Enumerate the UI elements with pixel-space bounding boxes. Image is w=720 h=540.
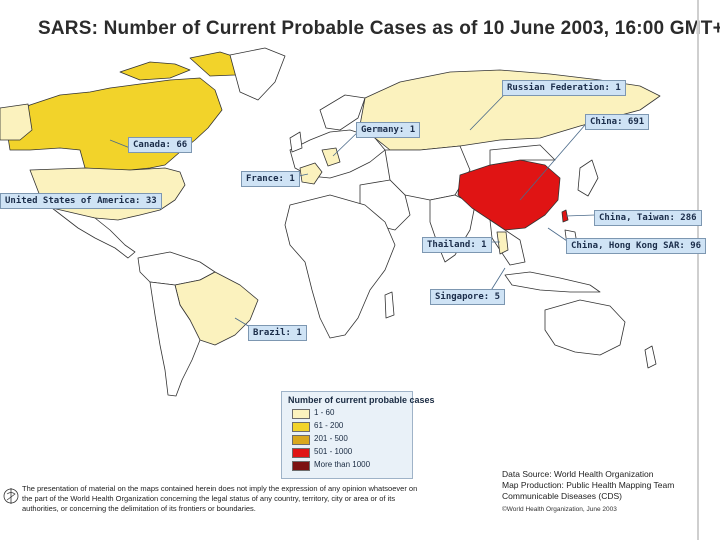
scandinavia-region xyxy=(319,94,366,131)
leader-taiwan xyxy=(565,214,596,217)
legend-title: Number of current probable cases xyxy=(288,395,435,405)
greenland-region xyxy=(229,47,286,101)
leader-germany xyxy=(332,129,361,157)
callout-russia: Russian Federation: 1 xyxy=(502,80,626,96)
who-emblem xyxy=(3,488,19,504)
callout-taiwan: China, Taiwan: 286 xyxy=(594,210,702,226)
arctic-islands xyxy=(119,61,191,81)
uk-region xyxy=(289,131,303,153)
legend-label: 201 - 500 xyxy=(314,434,348,443)
thailand-region xyxy=(496,231,509,255)
australia-region xyxy=(544,299,626,356)
france-region xyxy=(299,162,323,185)
madagascar-region xyxy=(384,291,395,319)
mongolia-region xyxy=(489,144,556,166)
leader-china xyxy=(519,124,586,201)
map-legend: Number of current probable cases 1 - 60 … xyxy=(281,391,435,479)
source-line-3: Communicable Diseases (CDS) xyxy=(502,491,622,501)
japan-region xyxy=(577,159,599,197)
callout-thailand: Thailand: 1 xyxy=(422,237,492,253)
disclaimer-text: The presentation of material on the maps… xyxy=(22,484,418,513)
callout-canada: Canada: 66 xyxy=(128,137,193,153)
new-zealand-region xyxy=(644,345,657,369)
germany-region xyxy=(321,147,341,167)
legend-swatch xyxy=(292,422,310,432)
callout-usa: United States of America: 33 xyxy=(0,193,162,209)
taiwan-region xyxy=(561,209,569,223)
indonesia-region xyxy=(504,271,601,293)
mexico-region xyxy=(51,207,136,259)
legend-swatch xyxy=(292,461,310,471)
callout-germany: Germany: 1 xyxy=(356,122,421,138)
source-line-2: Map Production: Public Health Mapping Te… xyxy=(502,480,675,490)
callout-singapore: Singapore: 5 xyxy=(430,289,506,305)
source-line-1: Data Source: World Health Organization xyxy=(502,469,654,479)
china-region xyxy=(457,159,561,231)
south-america-south xyxy=(149,281,201,397)
page-edge-rule xyxy=(697,0,699,540)
legend-swatch xyxy=(292,448,310,458)
legend-label: More than 1000 xyxy=(314,460,371,469)
legend-label: 501 - 1000 xyxy=(314,447,353,456)
legend-label: 61 - 200 xyxy=(314,421,344,430)
map-title: SARS: Number of Current Probable Cases a… xyxy=(38,18,720,39)
data-source-block: Data Source: World Health Organization M… xyxy=(502,469,674,502)
copyright-text: ©World Health Organization, June 2003 xyxy=(502,506,617,513)
alaska-region xyxy=(0,103,33,141)
canada-region xyxy=(4,77,223,171)
callout-france: France: 1 xyxy=(241,171,300,187)
legend-label: 1 - 60 xyxy=(314,408,335,417)
leader-singapore xyxy=(489,267,506,293)
leader-russia xyxy=(469,93,506,131)
callout-hongkong: China, Hong Kong SAR: 96 xyxy=(566,238,707,254)
callout-china: China: 691 xyxy=(585,114,650,130)
leader-canada xyxy=(109,139,131,149)
africa-region xyxy=(284,194,396,339)
callout-brazil: Brazil: 1 xyxy=(248,325,307,341)
legend-swatch xyxy=(292,409,310,419)
legend-swatch xyxy=(292,435,310,445)
